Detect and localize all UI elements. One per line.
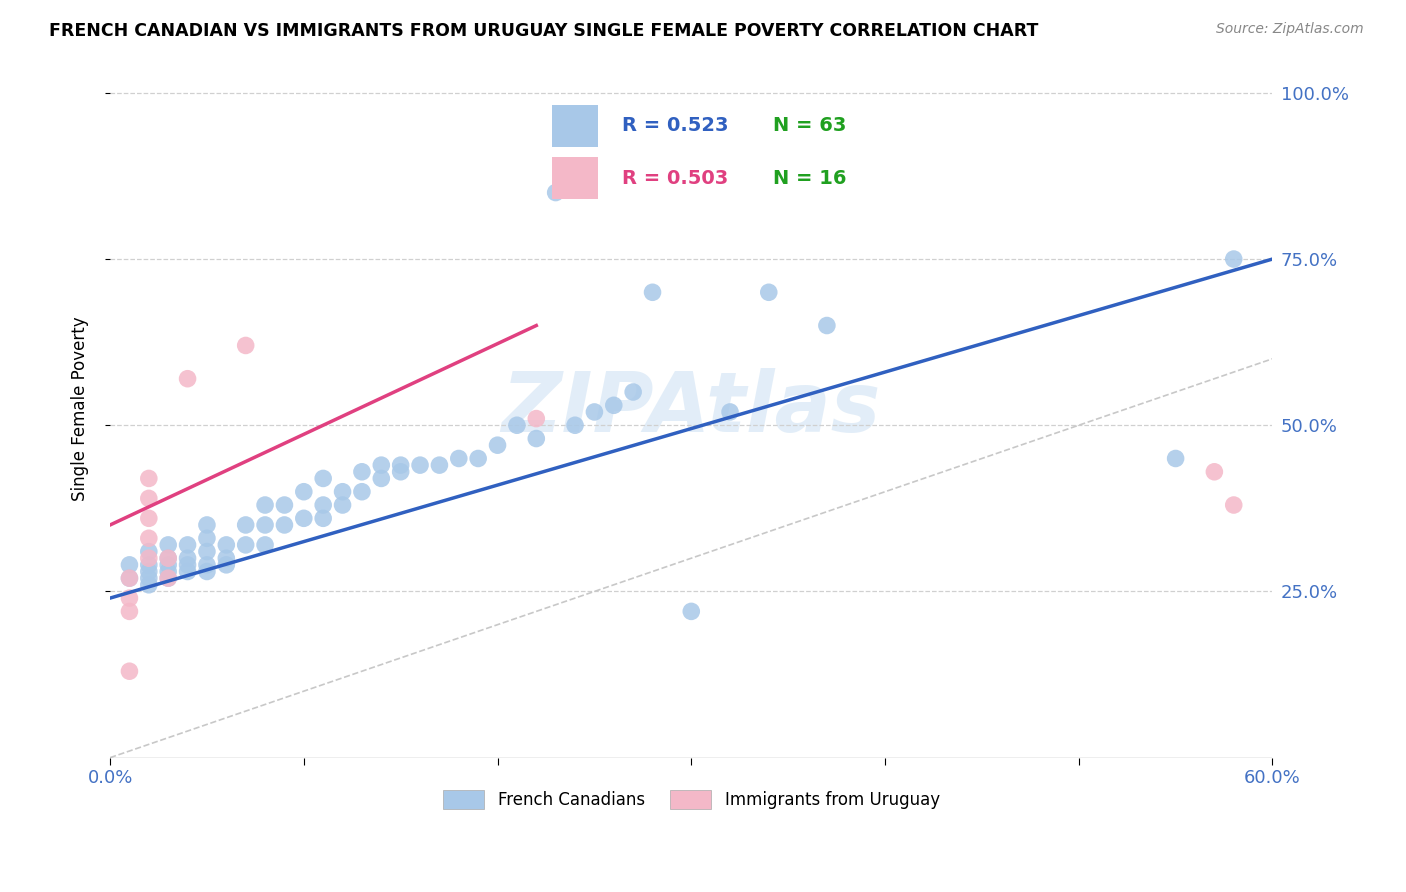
Point [1222,498,1244,512]
Point [564,418,586,433]
Point [235,338,257,352]
Point [138,571,160,585]
Point [215,538,238,552]
Point [254,518,277,533]
Point [138,551,160,566]
Point [138,511,160,525]
Point [138,544,160,558]
Point [118,571,141,585]
Point [350,465,373,479]
Point [235,518,257,533]
Point [312,471,335,485]
Point [718,405,741,419]
Point [524,411,547,425]
Point [506,418,529,433]
Point [157,571,180,585]
Y-axis label: Single Female Poverty: Single Female Poverty [72,317,89,501]
Point [195,544,218,558]
Text: ZIPAtlas: ZIPAtlas [502,368,882,449]
Point [254,538,277,552]
Point [176,565,198,579]
Point [524,432,547,446]
Point [544,186,567,200]
Point [118,604,141,618]
Point [603,398,626,412]
Point [389,458,412,472]
Point [681,604,703,618]
Point [118,664,141,678]
Bar [551,105,599,147]
Point [215,558,238,572]
Point [332,498,354,512]
Point [583,405,606,419]
Point [1222,252,1244,266]
Text: R = 0.503: R = 0.503 [621,169,728,188]
Point [138,578,160,592]
Point [157,538,180,552]
Point [215,551,238,566]
Point [273,518,295,533]
Point [429,458,451,472]
Point [118,591,141,606]
Point [350,484,373,499]
Point [447,451,470,466]
Point [292,511,315,525]
Text: Source: ZipAtlas.com: Source: ZipAtlas.com [1216,22,1364,37]
Point [312,498,335,512]
Point [195,558,218,572]
Point [118,571,141,585]
Point [467,451,489,466]
Point [176,538,198,552]
Point [138,491,160,506]
Point [389,465,412,479]
Point [118,558,141,572]
Text: FRENCH CANADIAN VS IMMIGRANTS FROM URUGUAY SINGLE FEMALE POVERTY CORRELATION CHA: FRENCH CANADIAN VS IMMIGRANTS FROM URUGU… [49,22,1039,40]
Point [195,531,218,545]
Point [312,511,335,525]
Point [138,471,160,485]
Point [157,571,180,585]
Point [157,565,180,579]
Point [1204,465,1226,479]
Point [758,285,780,300]
Point [486,438,509,452]
Point [195,565,218,579]
Point [176,551,198,566]
Legend: French Canadians, Immigrants from Uruguay: French Canadians, Immigrants from Urugua… [436,783,946,815]
Point [235,538,257,552]
Point [1164,451,1187,466]
Point [370,458,392,472]
Point [138,558,160,572]
Text: N = 16: N = 16 [773,169,846,188]
Bar [551,157,599,199]
Point [176,372,198,386]
Point [138,531,160,545]
Point [157,558,180,572]
Point [621,384,644,399]
Point [370,471,392,485]
Point [138,565,160,579]
Text: R = 0.523: R = 0.523 [621,117,728,136]
Point [409,458,432,472]
Point [641,285,664,300]
Point [292,484,315,499]
Point [176,558,198,572]
Point [273,498,295,512]
Point [195,518,218,533]
Point [157,551,180,566]
Text: N = 63: N = 63 [773,117,846,136]
Point [332,484,354,499]
Point [157,551,180,566]
Point [815,318,838,333]
Point [254,498,277,512]
